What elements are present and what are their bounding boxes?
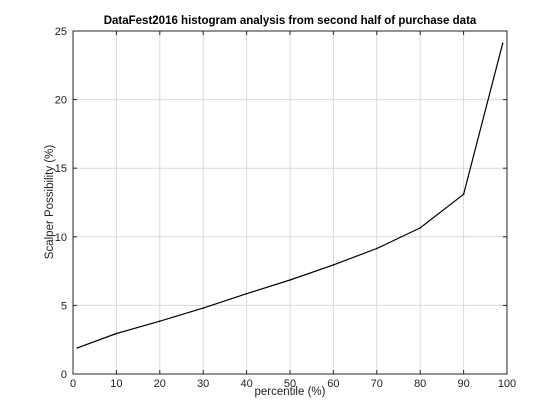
series-layer bbox=[76, 42, 504, 349]
data-point bbox=[245, 292, 248, 295]
x-tick-label: 20 bbox=[154, 378, 166, 390]
axis-ticks bbox=[72, 30, 508, 375]
x-tick-label: 90 bbox=[457, 378, 469, 390]
y-tick-label: 15 bbox=[55, 163, 67, 175]
y-tick-label: 10 bbox=[55, 232, 67, 244]
tick-labels: 0 10 20 30 40 50 60 70 80 90 100 0 5 10 15 20 25 bbox=[55, 26, 516, 390]
data-point bbox=[332, 264, 335, 266]
data-point bbox=[159, 320, 161, 322]
data-point bbox=[462, 193, 465, 196]
data-point bbox=[501, 42, 504, 45]
data-point bbox=[115, 332, 118, 335]
grid bbox=[73, 31, 507, 374]
x-tick-label: 60 bbox=[327, 378, 339, 390]
y-tick-label: 25 bbox=[55, 26, 67, 38]
data-point bbox=[76, 347, 79, 349]
data-point bbox=[419, 227, 422, 229]
data-point bbox=[289, 279, 291, 281]
x-tick-label: 70 bbox=[371, 378, 383, 390]
chart-title: DataFest2016 histogram analysis from sec… bbox=[104, 15, 477, 27]
x-axis-label: percentile (%) bbox=[255, 386, 326, 398]
y-axis-label: Scalper Possibility (%) bbox=[44, 145, 56, 260]
data-point bbox=[376, 247, 378, 250]
data-point bbox=[202, 307, 204, 309]
y-tick-label: 5 bbox=[61, 300, 67, 312]
x-tick-label: 50 bbox=[284, 378, 296, 390]
y-tick-label: 20 bbox=[55, 95, 67, 107]
x-tick-label: 80 bbox=[414, 378, 426, 390]
x-tick-label: 30 bbox=[197, 378, 209, 390]
y-tick-label: 0 bbox=[61, 369, 67, 381]
x-tick-label: 0 bbox=[70, 378, 76, 390]
x-tick-label: 100 bbox=[498, 378, 516, 390]
x-tick-label: 10 bbox=[110, 378, 122, 390]
x-tick-label: 40 bbox=[240, 378, 252, 390]
